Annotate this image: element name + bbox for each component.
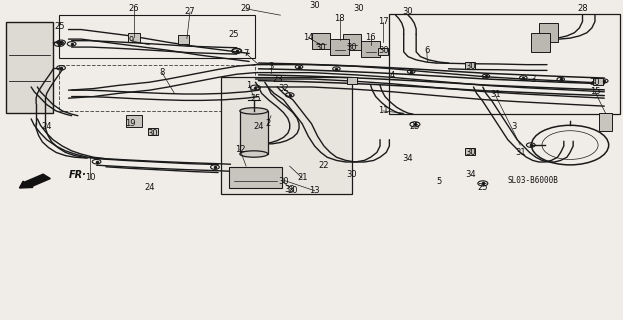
Bar bbox=[378, 48, 388, 55]
Bar bbox=[59, 65, 255, 111]
Text: 19: 19 bbox=[126, 119, 136, 128]
Text: 30: 30 bbox=[147, 129, 158, 138]
Text: 30: 30 bbox=[402, 7, 414, 16]
Text: 8: 8 bbox=[159, 68, 164, 77]
Bar bbox=[465, 148, 475, 155]
FancyArrow shape bbox=[19, 174, 50, 188]
Text: 14: 14 bbox=[303, 33, 313, 42]
Text: 30: 30 bbox=[315, 43, 326, 52]
Ellipse shape bbox=[240, 151, 268, 157]
Ellipse shape bbox=[240, 108, 268, 114]
Bar bbox=[126, 115, 141, 127]
Text: 31: 31 bbox=[515, 148, 526, 157]
Text: 25: 25 bbox=[478, 183, 488, 192]
Text: 30: 30 bbox=[465, 62, 476, 71]
Text: 30: 30 bbox=[309, 1, 320, 10]
Text: 26: 26 bbox=[128, 4, 140, 13]
Bar bbox=[539, 23, 558, 42]
Text: 10: 10 bbox=[85, 173, 95, 182]
Text: 11: 11 bbox=[378, 107, 388, 116]
Text: 16: 16 bbox=[365, 33, 376, 42]
Text: 3: 3 bbox=[269, 62, 273, 71]
Bar bbox=[178, 35, 189, 44]
Text: SL03-B6000B: SL03-B6000B bbox=[507, 176, 558, 185]
Text: 7: 7 bbox=[244, 49, 249, 58]
Text: 12: 12 bbox=[235, 145, 245, 154]
Bar bbox=[128, 33, 140, 42]
Text: 5: 5 bbox=[437, 177, 442, 186]
Text: 34: 34 bbox=[465, 170, 476, 179]
Text: 25: 25 bbox=[229, 30, 239, 39]
Text: 30: 30 bbox=[346, 43, 358, 52]
Bar bbox=[389, 13, 620, 114]
Text: 24: 24 bbox=[145, 183, 155, 192]
Text: 6: 6 bbox=[424, 46, 429, 55]
Bar bbox=[312, 33, 330, 49]
Text: 24: 24 bbox=[254, 122, 264, 132]
Bar bbox=[148, 128, 158, 135]
Text: 22: 22 bbox=[319, 161, 329, 170]
Text: 30: 30 bbox=[465, 148, 476, 157]
Text: 30: 30 bbox=[353, 4, 364, 13]
Bar bbox=[599, 113, 612, 131]
Text: 3: 3 bbox=[530, 75, 535, 84]
Bar bbox=[221, 77, 352, 194]
Text: 23: 23 bbox=[272, 75, 283, 84]
Text: 25: 25 bbox=[409, 122, 419, 132]
Bar bbox=[59, 15, 255, 58]
Text: 2: 2 bbox=[265, 119, 270, 128]
Bar bbox=[240, 111, 268, 154]
Text: 28: 28 bbox=[577, 4, 588, 13]
Text: 25: 25 bbox=[54, 22, 64, 31]
Bar bbox=[6, 21, 53, 113]
Text: 27: 27 bbox=[184, 7, 196, 16]
Bar bbox=[361, 41, 380, 57]
Text: 3: 3 bbox=[511, 122, 516, 132]
Text: 13: 13 bbox=[309, 186, 320, 195]
Text: 25: 25 bbox=[250, 94, 260, 103]
Bar bbox=[343, 34, 361, 50]
Bar bbox=[531, 33, 550, 52]
Text: 30: 30 bbox=[278, 177, 289, 186]
Text: 1: 1 bbox=[247, 81, 252, 90]
Text: 33: 33 bbox=[284, 185, 295, 194]
Bar bbox=[465, 62, 475, 69]
Text: 4: 4 bbox=[390, 71, 395, 80]
Bar bbox=[330, 39, 349, 55]
Text: 21: 21 bbox=[297, 173, 307, 182]
Text: 17: 17 bbox=[378, 17, 389, 26]
Bar bbox=[593, 78, 603, 85]
Text: 15: 15 bbox=[590, 87, 600, 96]
Text: 29: 29 bbox=[241, 4, 251, 13]
Text: 18: 18 bbox=[334, 14, 345, 23]
Bar bbox=[347, 77, 357, 84]
Text: 24: 24 bbox=[42, 122, 52, 132]
Bar bbox=[229, 167, 282, 188]
Text: FR·: FR· bbox=[69, 170, 87, 180]
Text: 20: 20 bbox=[288, 186, 298, 195]
Text: 34: 34 bbox=[402, 154, 414, 163]
Text: 31: 31 bbox=[490, 91, 501, 100]
Text: 30: 30 bbox=[378, 46, 389, 55]
Text: 32: 32 bbox=[278, 84, 289, 93]
Text: 30: 30 bbox=[346, 170, 358, 179]
Text: 30: 30 bbox=[589, 78, 601, 87]
Text: 9: 9 bbox=[128, 36, 133, 45]
